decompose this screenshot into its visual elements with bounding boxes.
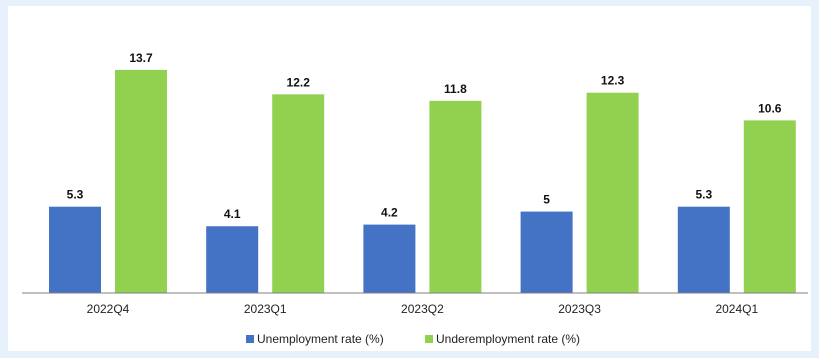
bar-unemployment-2023Q2: [363, 224, 416, 293]
value-label-unemployment-2024Q1: 5.3: [695, 188, 712, 202]
category-label-2023Q3: 2023Q3: [558, 302, 601, 316]
bar-underemployment-2023Q1: [272, 94, 325, 294]
bar-unemployment-2022Q4: [49, 206, 101, 293]
category-label-2022Q4: 2022Q4: [87, 302, 130, 316]
bar-unemployment-2023Q3: [520, 211, 573, 293]
bar-unemployment-2023Q1: [206, 226, 259, 293]
legend-swatch-underemployment: [425, 335, 433, 343]
bar-underemployment-2024Q1: [743, 120, 796, 293]
bar-unemployment-2024Q1: [677, 206, 730, 293]
value-label-underemployment-2022Q4: 13.7: [129, 51, 153, 65]
bar-underemployment-2023Q2: [429, 100, 482, 293]
bar-underemployment-2023Q3: [586, 92, 639, 293]
category-label-2023Q2: 2023Q2: [401, 302, 444, 316]
category-label-2024Q1: 2024Q1: [715, 302, 758, 316]
legend-swatch-unemployment: [246, 335, 254, 343]
value-label-underemployment-2023Q2: 11.8: [444, 82, 467, 96]
value-label-unemployment-2023Q1: 4.1: [224, 207, 241, 221]
value-label-underemployment-2023Q3: 12.3: [601, 74, 625, 88]
legend-label-underemployment: Underemployment rate (%): [436, 332, 580, 346]
bar-underemployment-2022Q4: [115, 69, 167, 293]
value-label-unemployment-2023Q3: 5: [543, 193, 550, 207]
value-label-underemployment-2023Q1: 12.2: [287, 75, 311, 89]
legend-label-unemployment: Unemployment rate (%): [257, 332, 384, 346]
category-label-2023Q1: 2023Q1: [244, 302, 287, 316]
value-label-unemployment-2022Q4: 5.3: [67, 188, 84, 202]
value-label-unemployment-2023Q2: 4.2: [381, 206, 398, 220]
value-label-underemployment-2024Q1: 10.6: [758, 101, 782, 115]
